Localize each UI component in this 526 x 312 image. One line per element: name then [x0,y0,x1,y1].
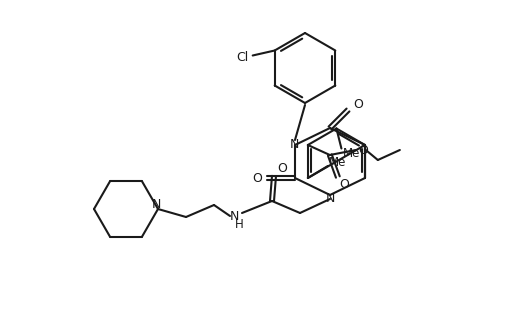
Text: O: O [353,97,363,110]
Text: Me: Me [343,147,360,160]
Text: O: O [252,172,262,184]
Text: N: N [325,192,335,204]
Text: O: O [358,144,368,157]
Text: Me: Me [329,157,347,169]
Text: O: O [339,178,349,192]
Text: N: N [229,209,239,222]
Text: H: H [235,217,244,231]
Text: Cl: Cl [237,51,249,64]
Text: O: O [277,162,287,174]
Text: N: N [151,197,160,211]
Text: N: N [289,138,299,150]
